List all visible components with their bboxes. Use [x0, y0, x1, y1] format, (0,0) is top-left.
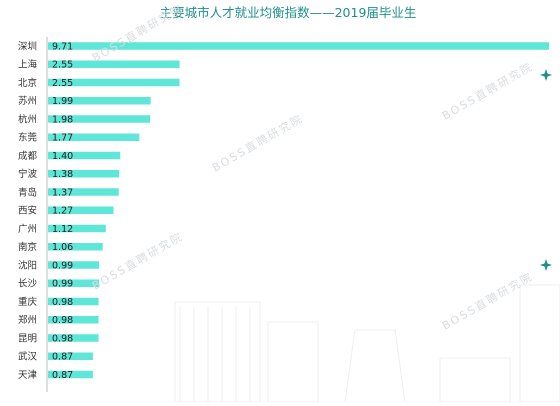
- bar-1: [48, 60, 180, 68]
- category-label: 杭州: [18, 113, 37, 125]
- category-label: 南京: [18, 241, 37, 253]
- category-label: 东莞: [18, 132, 38, 144]
- value-label: 2.55: [52, 60, 73, 71]
- bar-15: [48, 316, 99, 324]
- bar-8: [48, 188, 119, 196]
- sparkle-icon: [540, 259, 552, 271]
- bar-5: [48, 133, 140, 141]
- chart-title: 主要城市人才就业均衡指数——2019届毕业生: [160, 5, 417, 20]
- sparkle-icon: [540, 69, 552, 81]
- category-label: 深圳: [18, 41, 37, 52]
- value-label: 0.98: [52, 297, 73, 308]
- watermark-text: BOSS直聘研究院: [440, 269, 536, 333]
- category-label: 昆明: [18, 333, 37, 344]
- value-label: 1.06: [52, 242, 73, 253]
- bar-11: [48, 243, 103, 251]
- value-labels-group: 9.71 2.55 2.55 1.99 1.98 1.77 1.40 1.38 1.37 1.27…: [52, 41, 73, 381]
- category-label: 成都: [18, 150, 38, 162]
- background-illustration: [174, 284, 560, 403]
- watermark-text: BOSS直聘研究院: [210, 111, 306, 175]
- category-label: 重庆: [18, 296, 38, 308]
- bg-building-3: [439, 357, 511, 403]
- category-label: 广州: [18, 223, 37, 235]
- category-label: 沈阳: [18, 259, 37, 271]
- bar-10: [48, 224, 106, 233]
- category-label: 苏州: [18, 95, 37, 107]
- bar-3: [48, 97, 151, 105]
- bar-0: [48, 42, 549, 50]
- category-label: 上海: [18, 59, 38, 71]
- bar-18: [48, 370, 93, 379]
- value-label: 0.99: [52, 279, 73, 290]
- bg-building-4: [519, 284, 560, 403]
- value-label: 0.87: [52, 352, 73, 363]
- value-label: 1.12: [52, 224, 73, 235]
- category-label: 青岛: [18, 186, 37, 198]
- bar-13: [48, 279, 100, 287]
- category-label: 天津: [18, 370, 38, 381]
- bar-9: [48, 206, 114, 214]
- category-label: 北京: [18, 77, 37, 89]
- value-label: 1.98: [52, 114, 73, 125]
- value-label: 1.40: [52, 151, 73, 162]
- watermark-text: BOSS直聘研究院: [440, 59, 536, 123]
- bar-16: [48, 334, 99, 342]
- bar-12: [48, 261, 100, 269]
- category-label: 西安: [18, 205, 37, 217]
- value-label: 0.87: [52, 370, 73, 381]
- watermark-text: BOSS直聘研究院: [90, 229, 186, 293]
- watermark-group: BOSS直聘研究院 BOSS直聘研究院 BOSS直聘研究院 BOSS直聘研究院 BOSS…: [90, 1, 552, 333]
- bg-building-1: [174, 301, 261, 403]
- value-label: 2.55: [52, 78, 73, 89]
- value-label: 0.99: [52, 260, 73, 271]
- value-label: 1.77: [52, 133, 73, 144]
- value-label: 0.98: [52, 333, 73, 344]
- bar-14: [48, 297, 99, 306]
- bars-group: [48, 42, 549, 379]
- category-label: 宁波: [18, 168, 38, 180]
- value-label: 0.98: [52, 315, 73, 326]
- value-label: 1.38: [52, 169, 73, 180]
- bar-17: [48, 352, 93, 360]
- value-label: 1.99: [52, 96, 73, 107]
- bg-tower: [344, 329, 406, 403]
- bg-building-2: [267, 321, 319, 403]
- category-label: 郑州: [18, 314, 37, 326]
- watermark-text: BOSS直聘研究院: [90, 1, 186, 65]
- bar-7: [48, 170, 120, 178]
- bar-6: [48, 151, 121, 160]
- category-label: 长沙: [18, 278, 38, 290]
- bar-4: [48, 115, 151, 123]
- category-label: 武汉: [18, 351, 38, 363]
- bar-2: [48, 78, 180, 87]
- value-label: 1.27: [52, 206, 73, 217]
- value-label: 1.37: [52, 187, 73, 198]
- value-label: 9.71: [52, 41, 73, 52]
